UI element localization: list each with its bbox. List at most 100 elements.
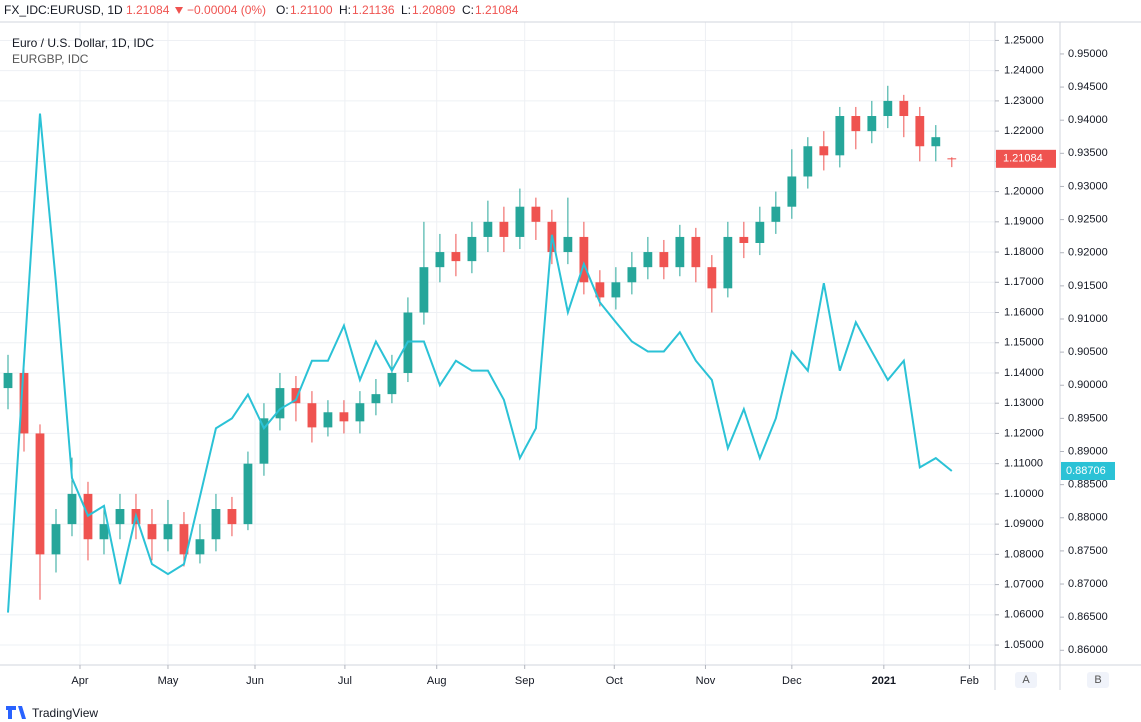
open-label: O: [276,3,289,17]
brand: TradingView [32,706,98,720]
candle-body [387,372,397,395]
axis-a-button[interactable] [1015,672,1037,688]
candle-body [835,116,845,156]
y2-tick-label: 0.95000 [1068,48,1108,60]
y-tick-label: 1.22000 [1004,125,1044,137]
high-value: 1.21136 [352,3,395,17]
axis-b-label[interactable]: B [1094,674,1101,686]
y-tick-label: 1.17000 [1004,276,1044,288]
x-tick-label: Jun [246,675,264,687]
candle-body [771,206,781,222]
close-label: C: [462,3,474,17]
x-tick-label: Sep [515,675,535,687]
y-tick-label: 1.07000 [1004,578,1044,590]
candle-body [723,236,733,289]
high-label: H: [339,3,351,17]
last-price-box [996,149,1056,168]
candle-body [163,524,173,540]
y2-tick-label: 0.86000 [1068,644,1108,656]
candle-body [787,176,797,207]
low-value: 1.20809 [412,3,456,17]
candle-body [115,509,125,525]
candle-body [595,282,605,298]
candle-body [67,493,77,525]
x-tick-label: Nov [696,675,716,687]
header: FX_IDC:EURUSD, 1D 1.21084 −0.00004 (0%) … [4,3,519,17]
logo [6,706,26,719]
y2-tick-label: 0.86500 [1068,611,1108,623]
y-tick-label: 1.06000 [1004,609,1044,621]
candle-body [675,236,685,268]
candle-body [611,282,621,298]
candle-body [883,100,893,117]
y-tick-label: 1.10000 [1004,488,1044,500]
candle-body [563,236,573,253]
last-price-label: 1.21084 [1003,153,1043,165]
candle-body [483,221,493,237]
candle-body [691,236,701,268]
y-tick-label: 1.08000 [1004,548,1044,560]
y-tick-label: 1.20000 [1004,185,1044,197]
axis-a-label[interactable]: A [1022,674,1030,686]
candle-body [819,146,829,156]
y2-tick-label: 0.90500 [1068,346,1108,358]
last-price: 1.21084 [126,3,170,17]
candle-body [3,372,13,389]
y-tick-label: 1.24000 [1004,65,1044,77]
candle-body [291,388,301,404]
candle-body [643,252,653,268]
candle-body [179,524,189,555]
candle-body [531,206,541,222]
last-value-box [1061,461,1115,480]
candle-body [915,116,925,147]
candle-body [339,412,349,422]
y-tick-label: 1.18000 [1004,246,1044,258]
y2-tick-label: 0.90000 [1068,379,1108,391]
candle-body [227,509,237,525]
symbol: FX_IDC:EURUSD, 1D [4,3,123,17]
low-label: L: [401,3,411,17]
axis-b-button[interactable] [1087,672,1109,688]
x-tick-label: Aug [427,675,447,687]
y-tick-label: 1.19000 [1004,216,1044,228]
candle-body [435,252,445,268]
candle-body [803,146,813,177]
candle-body [51,524,61,555]
y2-tick-label: 0.91000 [1068,313,1108,325]
candle-body [147,524,157,540]
y2-tick-label: 0.93500 [1068,147,1108,159]
legend-main: Euro / U.S. Dollar, 1D, IDC [12,36,154,50]
candle-body [99,524,109,540]
candle-body [355,403,365,422]
line-series [7,113,953,613]
y2-tick-label: 0.93000 [1068,180,1108,192]
candle-body [579,236,589,283]
x-tick-label: Oct [606,675,623,687]
x-tick-label: Feb [960,675,979,687]
candle-body [659,252,669,268]
y2-tick-label: 0.87500 [1068,545,1108,557]
y-tick-label: 1.16000 [1004,306,1044,318]
candle-body [867,116,877,132]
y2-tick-label: 0.89500 [1068,412,1108,424]
y-tick-label: 1.15000 [1004,337,1044,349]
plot-area [0,22,995,665]
open-value: 1.21100 [290,3,333,17]
down-arrow [175,7,183,14]
y2-tick-label: 0.94500 [1068,81,1108,93]
legend-compare: EURGBP, IDC [12,52,89,66]
last-value-label: 0.88706 [1066,465,1106,477]
y-tick-label: 1.12000 [1004,427,1044,439]
candle-body [275,388,285,419]
y2-tick-label: 0.89000 [1068,445,1108,457]
y2-tick-label: 0.92000 [1068,247,1108,259]
candle-body [707,267,717,289]
y-tick-label: 1.11000 [1004,458,1043,470]
candle-body [371,394,381,404]
y-tick-label: 1.05000 [1004,639,1044,651]
candle-body [195,539,205,555]
y2-tick-label: 0.92500 [1068,213,1108,225]
y-tick-label: 1.14000 [1004,367,1044,379]
